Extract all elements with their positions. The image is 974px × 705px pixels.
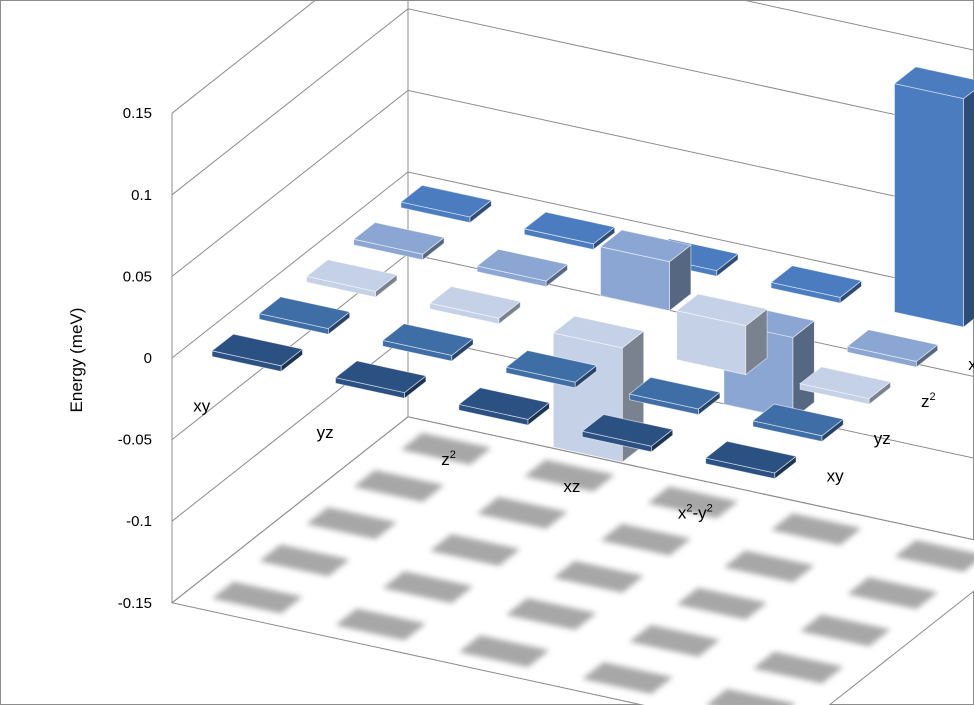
bar-top-face [457, 387, 551, 420]
floor-shadow [771, 513, 862, 546]
depth-category-label: xy [827, 466, 845, 485]
bar-top-face [523, 211, 616, 245]
floor-shadow [400, 432, 492, 465]
floor-shadow [600, 523, 691, 556]
bar [523, 211, 616, 251]
y-tick-label: -0.1 [126, 513, 152, 530]
bar-top-face [352, 222, 446, 255]
bar [428, 286, 522, 325]
bar-top-face [581, 414, 674, 447]
floor-shadow [212, 581, 303, 614]
bar [770, 265, 863, 304]
floor-shadow [800, 614, 891, 647]
bar [751, 403, 845, 443]
floor-shadow [723, 550, 815, 583]
bar [258, 296, 351, 336]
bar [505, 350, 598, 389]
bar-top-face [211, 333, 304, 367]
bar [334, 360, 427, 400]
x-category-label: yz [317, 423, 334, 442]
bar-top-face [599, 229, 692, 263]
y-axis-title: Energy (meV) [67, 308, 86, 413]
depth-category-label: z2 [921, 391, 936, 411]
floor-shadow [629, 624, 720, 657]
floor-shadow [676, 587, 768, 620]
bar [476, 248, 569, 288]
bar-top-face [399, 184, 493, 218]
y-tick-label: 0.05 [123, 268, 152, 285]
floor-shadow [847, 577, 938, 610]
bar-top-face [552, 315, 645, 349]
bar [704, 440, 798, 480]
bar [799, 366, 892, 406]
floor-shadow [429, 534, 521, 566]
bar [352, 222, 446, 261]
bar-top-face [305, 259, 398, 292]
gridline [171, 0, 974, 114]
bar-top-face [675, 293, 769, 327]
depth-category-label: yz [874, 429, 891, 448]
floor-shadow [647, 486, 739, 519]
bar-top-face [476, 248, 569, 282]
bar-top-face [893, 66, 974, 100]
floor-shadows [212, 432, 974, 705]
floor-shadow [752, 651, 844, 684]
floor-shadow [582, 662, 673, 694]
floor-shadow [506, 598, 597, 630]
bar [846, 329, 939, 368]
bar-front-face [894, 83, 964, 328]
bar-top-face [846, 329, 939, 362]
y-tick-label: -0.15 [118, 595, 152, 612]
floor-shadow [382, 571, 474, 604]
bar-side-face [963, 89, 974, 328]
bar-top-face [751, 403, 845, 437]
y-tick-label: -0.05 [118, 432, 152, 449]
bar-top-face [628, 376, 721, 410]
x-category-label: z2 [441, 449, 456, 469]
x-category-label: x2-y2 [678, 503, 713, 523]
bar-top-face [704, 440, 798, 474]
floor-shadow [259, 544, 350, 577]
bar [599, 229, 692, 312]
floor-shadow [458, 635, 550, 668]
x-category-labels: xy yz z2 xz x2-y2 [193, 396, 713, 522]
bar [675, 293, 769, 376]
bar-top-face [770, 265, 863, 298]
bar-top-face [381, 323, 475, 356]
floor-shadow [353, 470, 445, 502]
y-tick-label: 0 [144, 350, 152, 367]
floor-shadow [524, 459, 615, 492]
y-tick-label: 0.15 [123, 105, 152, 122]
floor-shadow [477, 496, 568, 529]
bar [581, 414, 674, 453]
bars [211, 66, 974, 480]
floor-shadow [894, 540, 974, 572]
floor-shadow [553, 560, 644, 593]
bar-top-face [505, 350, 598, 383]
x-category-label: xz [563, 477, 580, 496]
bar [381, 323, 475, 362]
bar [628, 376, 721, 416]
bar [399, 184, 493, 224]
bar [893, 66, 974, 328]
depth-category-label: xz [968, 355, 974, 374]
y-tick-labels: 0.15 0.1 0.05 0 -0.05 -0.1 -0.15 [118, 105, 152, 612]
y-tick-label: 0.1 [131, 187, 152, 204]
floor-shadow [306, 507, 397, 540]
bar [305, 259, 398, 298]
bar-top-face [428, 286, 522, 319]
floor-shadow [335, 608, 426, 641]
bar-top-face [258, 296, 351, 330]
bar-top-face [334, 360, 427, 394]
bar [457, 387, 551, 426]
bar-top-face [799, 366, 892, 400]
floor-shadow [706, 688, 797, 705]
x-category-label: xy [193, 396, 211, 415]
bar [211, 333, 304, 373]
